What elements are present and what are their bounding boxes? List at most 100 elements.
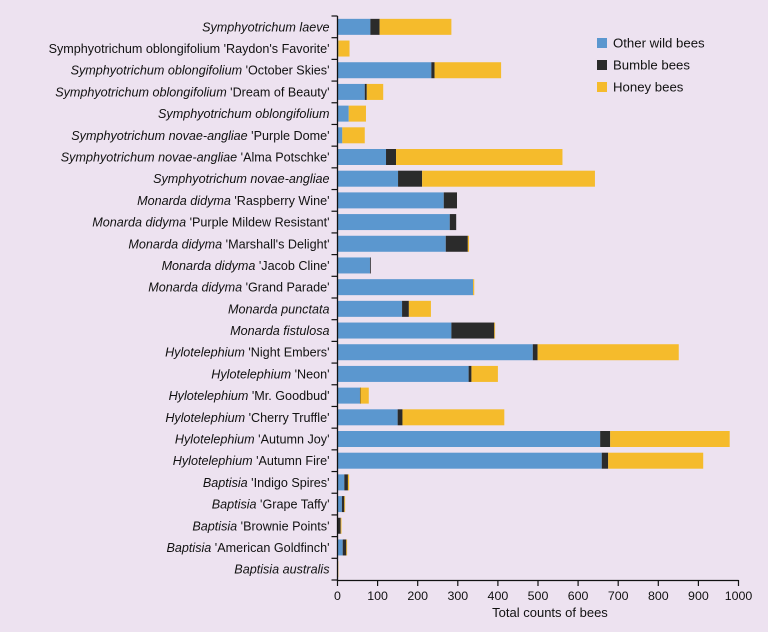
category-label-italic: Monarda didyma <box>148 281 242 295</box>
category-label-italic: Symphyotrichum laeve <box>202 20 329 34</box>
category-label: Monarda didyma 'Jacob Cline' <box>162 259 330 273</box>
category-label: Symphyotrichum novae-angliae 'Alma Potsc… <box>61 151 330 165</box>
bar-row <box>337 344 679 361</box>
bar-segment-other-wild-bees <box>337 539 343 556</box>
category-label: Symphyotrichum oblongifolium <box>158 107 330 121</box>
bar-segment-honey-bees <box>408 300 431 317</box>
category-label-plain: 'Mr. Goodbud' <box>248 389 329 403</box>
legend-item: Honey bees <box>597 80 684 95</box>
x-tick-label: 700 <box>608 589 629 603</box>
category-label-italic: Baptisia <box>212 498 257 512</box>
bar-segment-bumble-bees <box>451 322 495 339</box>
category-label-italic: Hylotelephium <box>165 411 245 425</box>
bar-segment-other-wild-bees <box>337 192 444 209</box>
category-label-italic: Symphyotrichum novae-angliae <box>71 129 247 143</box>
bar-segment-bumble-bees <box>443 192 457 209</box>
legend-label: Other wild bees <box>613 36 705 51</box>
category-label-plain: 'Brownie Points' <box>237 519 329 533</box>
category-label-plain: 'Dream of Beauty' <box>227 85 330 99</box>
bar-row <box>337 62 502 79</box>
legend-label: Bumble bees <box>613 58 690 73</box>
category-label-italic: Symphyotrichum oblongifolium <box>55 85 227 99</box>
category-label-plain: 'Raspberry Wine' <box>231 194 330 208</box>
bar-segment-honey-bees <box>471 365 498 382</box>
bar-segment-honey-bees <box>344 496 346 513</box>
legend-swatch <box>597 38 607 48</box>
bar-row <box>337 496 346 513</box>
bar-segment-other-wild-bees <box>337 452 602 469</box>
legend-item: Other wild bees <box>597 36 705 51</box>
bar-segment-bumble-bees <box>532 344 538 361</box>
category-label-italic: Hylotelephium <box>211 367 291 381</box>
bar-segment-bumble-bees <box>397 409 403 426</box>
bar-row <box>337 257 371 274</box>
category-label-italic: Baptisia <box>203 476 248 490</box>
bar-segment-bumble-bees <box>449 214 457 231</box>
bar-segment-other-wild-bees <box>337 18 371 35</box>
category-label: Symphyotrichum oblongifolium 'Raydon's F… <box>49 42 330 56</box>
bar-segment-other-wild-bees <box>337 322 452 339</box>
bar-row <box>337 18 452 35</box>
x-tick-labels: 0 100 200 300 400 500 600 700 800 900 1000 <box>334 589 752 603</box>
bar-segment-bumble-bees <box>341 496 345 513</box>
bar-row <box>337 300 431 317</box>
bar-segment-honey-bees <box>422 170 595 187</box>
category-label: Symphyotrichum oblongifolium 'Dream of B… <box>55 85 329 99</box>
bar-segment-bumble-bees <box>337 517 341 534</box>
legend-swatch <box>597 60 607 70</box>
category-label-plain: 'Grape Taffy' <box>257 498 330 512</box>
axes <box>331 15 740 586</box>
category-label-italic: Monarda didyma <box>137 194 231 208</box>
category-label-plain: 'American Goldfinch' <box>211 541 329 555</box>
category-label-italic: Baptisia <box>192 519 237 533</box>
bar-segment-other-wild-bees <box>337 344 533 361</box>
bar-segment-other-wild-bees <box>337 496 342 513</box>
category-label-italic: Monarda didyma <box>162 259 256 273</box>
bar-segment-other-wild-bees <box>337 409 398 426</box>
category-label-plain: 'Purple Mildew Resistant' <box>186 216 329 230</box>
category-label-italic: Hylotelephium <box>173 454 253 468</box>
category-label-italic: Baptisia <box>166 541 211 555</box>
bar-segment-other-wild-bees <box>337 83 365 100</box>
bar-segment-other-wild-bees <box>337 105 349 122</box>
bar-row <box>337 409 505 426</box>
category-label: Baptisia 'American Goldfinch' <box>166 541 329 555</box>
x-tick-label: 500 <box>528 589 549 603</box>
x-tick-label: 900 <box>688 589 709 603</box>
category-label-italic: Monarda punctata <box>228 302 330 316</box>
x-tick-label: 400 <box>488 589 509 603</box>
bar-segment-other-wild-bees <box>337 257 370 274</box>
bar-segment-honey-bees <box>396 149 563 165</box>
category-label: Symphyotrichum laeve <box>202 20 329 34</box>
category-label-plain: Symphyotrichum oblongifolium 'Raydon's F… <box>49 42 330 56</box>
bar-segment-other-wild-bees <box>337 279 474 296</box>
bar-row <box>337 452 704 469</box>
category-label-plain: 'Grand Parade' <box>242 281 329 295</box>
bar-segment-bumble-bees <box>386 149 397 165</box>
bar-row <box>337 235 470 252</box>
bar-segment-bumble-bees <box>600 431 611 447</box>
x-tick-label: 1000 <box>725 589 753 603</box>
bar-segment-honey-bees <box>342 127 365 144</box>
bar-segment-bumble-bees <box>359 387 361 404</box>
category-label: Hylotelephium 'Night Embers' <box>165 346 329 360</box>
bar-segment-bumble-bees <box>431 62 435 79</box>
bar-segment-bumble-bees <box>402 300 409 317</box>
category-label-italic: Baptisia australis <box>234 563 330 577</box>
category-label-italic: Monarda didyma <box>128 237 222 251</box>
bar-segment-honey-bees <box>348 105 366 122</box>
bar-segment-honey-bees <box>338 40 350 57</box>
category-label-plain: 'Autumn Joy' <box>255 433 330 447</box>
bar-segment-bumble-bees <box>342 539 347 556</box>
x-tick-label: 100 <box>367 589 388 603</box>
bar-row <box>337 105 366 122</box>
category-label: Monarda didyma 'Marshall's Delight' <box>128 237 329 251</box>
category-label: Symphyotrichum novae-angliae 'Purple Dom… <box>71 129 329 143</box>
bar-segment-other-wild-bees <box>337 300 403 317</box>
bar-row <box>337 365 498 382</box>
bar-row <box>337 170 595 187</box>
bar-segment-bumble-bees <box>445 235 468 252</box>
bar-segment-honey-bees <box>537 344 679 361</box>
bar-row <box>337 127 365 144</box>
